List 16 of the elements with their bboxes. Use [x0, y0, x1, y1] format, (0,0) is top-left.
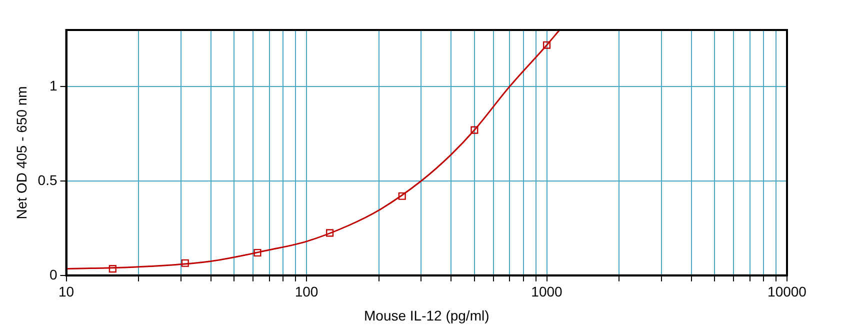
point — [181, 259, 189, 267]
point — [326, 229, 334, 237]
y-tick-label: 1 — [49, 77, 58, 94]
point — [542, 41, 551, 49]
y-tick-label: 0 — [49, 266, 58, 282]
point — [398, 192, 406, 200]
x-axis-title: Mouse IL-12 (pg/ml) — [364, 307, 490, 324]
x-tick-label: 10000 — [768, 284, 807, 300]
point — [470, 126, 478, 134]
y-axis-title: Net OD 405 - 650 nm — [13, 86, 30, 220]
x-tick-label: 100 — [294, 284, 318, 300]
x-tick-label: 1000 — [531, 284, 563, 300]
point — [108, 265, 116, 273]
y-tick-label: 0.5 — [38, 172, 58, 188]
x-tick-label: 10 — [58, 284, 74, 300]
point — [254, 248, 262, 257]
